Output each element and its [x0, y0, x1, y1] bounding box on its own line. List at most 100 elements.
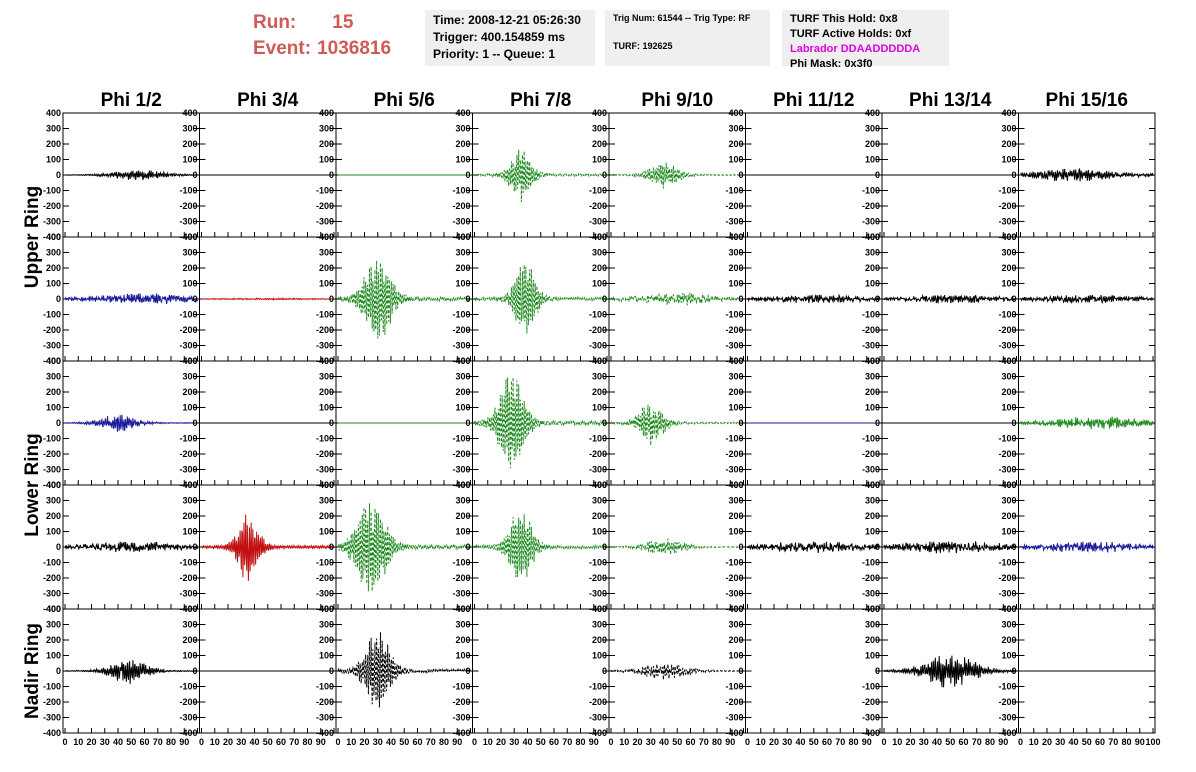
x-tick-label: 80: [1121, 737, 1131, 747]
y-tick-label: 400: [46, 356, 61, 366]
y-tick-label: 0: [1011, 170, 1016, 180]
y-tick-label: -200: [316, 449, 334, 459]
y-tick-label: 300: [319, 372, 334, 382]
y-tick-label: -300: [316, 465, 334, 475]
y-tick-label: -400: [43, 232, 61, 242]
y-tick-label: -200: [998, 325, 1016, 335]
x-tick-label: 60: [1095, 737, 1105, 747]
y-tick-label: 300: [46, 124, 61, 134]
event-label: Event:: [253, 38, 312, 59]
y-tick-label: 300: [455, 124, 470, 134]
y-tick-label: -200: [998, 697, 1016, 707]
y-tick-label: -200: [452, 573, 470, 583]
y-tick-label: 0: [1011, 418, 1016, 428]
y-tick-label: 200: [319, 139, 334, 149]
y-tick-label: 200: [1001, 139, 1016, 149]
y-tick-label: 0: [1011, 542, 1016, 552]
y-tick-label: 0: [329, 170, 334, 180]
y-tick-label: 100: [592, 651, 607, 661]
y-tick-label: 300: [865, 620, 880, 630]
x-tick-label: 90: [862, 737, 872, 747]
x-tick-label: 60: [958, 737, 968, 747]
y-tick-label: 400: [728, 108, 743, 118]
y-tick-label: -100: [589, 186, 607, 196]
y-tick-label: -100: [589, 558, 607, 568]
x-tick-label: 30: [373, 737, 383, 747]
y-tick-label: -200: [452, 201, 470, 211]
y-tick-label: 300: [182, 372, 197, 382]
y-tick-label: 300: [46, 248, 61, 258]
y-tick-label: 400: [182, 356, 197, 366]
x-tick-label: 20: [223, 737, 233, 747]
y-tick-label: 400: [865, 604, 880, 614]
waveform-trace: [64, 170, 198, 181]
waveform-trace: [64, 293, 198, 304]
y-tick-label: 0: [56, 418, 61, 428]
y-tick-label: -300: [452, 217, 470, 227]
y-tick-label: 300: [319, 620, 334, 630]
waveform-trace: [337, 632, 471, 708]
y-tick-label: 300: [455, 496, 470, 506]
x-tick-label: 50: [263, 737, 273, 747]
run-event-block: Run: 15 Event: 1036816: [253, 10, 391, 62]
y-tick-label: 300: [1001, 496, 1016, 506]
y-tick-label: 0: [465, 170, 470, 180]
y-tick-label: -200: [179, 449, 197, 459]
y-tick-label: -200: [43, 325, 61, 335]
x-tick-label: 90: [998, 737, 1008, 747]
waveform-trace: [64, 541, 198, 552]
x-tick-label: 40: [1068, 737, 1078, 747]
y-tick-label: -400: [179, 728, 197, 738]
y-tick-label: -300: [862, 713, 880, 723]
y-tick-label: 300: [865, 248, 880, 258]
y-tick-label: 400: [865, 356, 880, 366]
y-tick-label: -300: [725, 465, 743, 475]
x-tick-label: 30: [509, 737, 519, 747]
y-tick-label: -200: [179, 573, 197, 583]
y-tick-label: -100: [998, 186, 1016, 196]
y-tick-label: -100: [43, 558, 61, 568]
y-tick-label: 200: [865, 387, 880, 397]
y-tick-label: 400: [455, 356, 470, 366]
y-tick-label: 100: [182, 651, 197, 661]
y-tick-label: -200: [43, 449, 61, 459]
x-tick-label: 30: [782, 737, 792, 747]
y-tick-label: -200: [43, 201, 61, 211]
y-tick-label: 100: [865, 155, 880, 165]
y-tick-label: -200: [316, 201, 334, 211]
y-tick-label: 0: [56, 170, 61, 180]
y-tick-label: -200: [179, 325, 197, 335]
y-tick-label: 400: [182, 604, 197, 614]
y-tick-label: 200: [455, 263, 470, 273]
y-tick-label: 400: [728, 356, 743, 366]
turf-text: TURF: 192625: [613, 41, 673, 51]
y-tick-label: 200: [455, 139, 470, 149]
ring-label: Lower Ring: [22, 433, 43, 536]
x-tick-label: 70: [699, 737, 709, 747]
x-tick-label: 20: [1042, 737, 1052, 747]
x-tick-label: 90: [179, 737, 189, 747]
y-tick-label: 100: [182, 155, 197, 165]
x-tick-label: 40: [932, 737, 942, 747]
y-tick-label: -300: [998, 341, 1016, 351]
x-tick-label: 50: [945, 737, 955, 747]
y-tick-label: 0: [1011, 294, 1016, 304]
x-tick-label: 50: [536, 737, 546, 747]
y-tick-label: 400: [1001, 480, 1016, 490]
y-tick-label: 100: [728, 279, 743, 289]
y-tick-label: 100: [46, 155, 61, 165]
y-tick-label: 0: [738, 418, 743, 428]
waveform-trace: [610, 404, 744, 446]
y-tick-label: 400: [182, 232, 197, 242]
x-tick-label: 10: [892, 737, 902, 747]
event-value: 1036816: [317, 38, 392, 59]
y-tick-label: -400: [589, 728, 607, 738]
y-tick-label: 200: [182, 139, 197, 149]
y-tick-label: 400: [728, 480, 743, 490]
x-tick-label: 70: [1108, 737, 1118, 747]
event-line: Event: 1036816: [253, 36, 391, 62]
y-tick-label: -200: [862, 573, 880, 583]
y-tick-label: 0: [738, 542, 743, 552]
y-tick-label: -200: [589, 697, 607, 707]
y-tick-label: 200: [1001, 635, 1016, 645]
